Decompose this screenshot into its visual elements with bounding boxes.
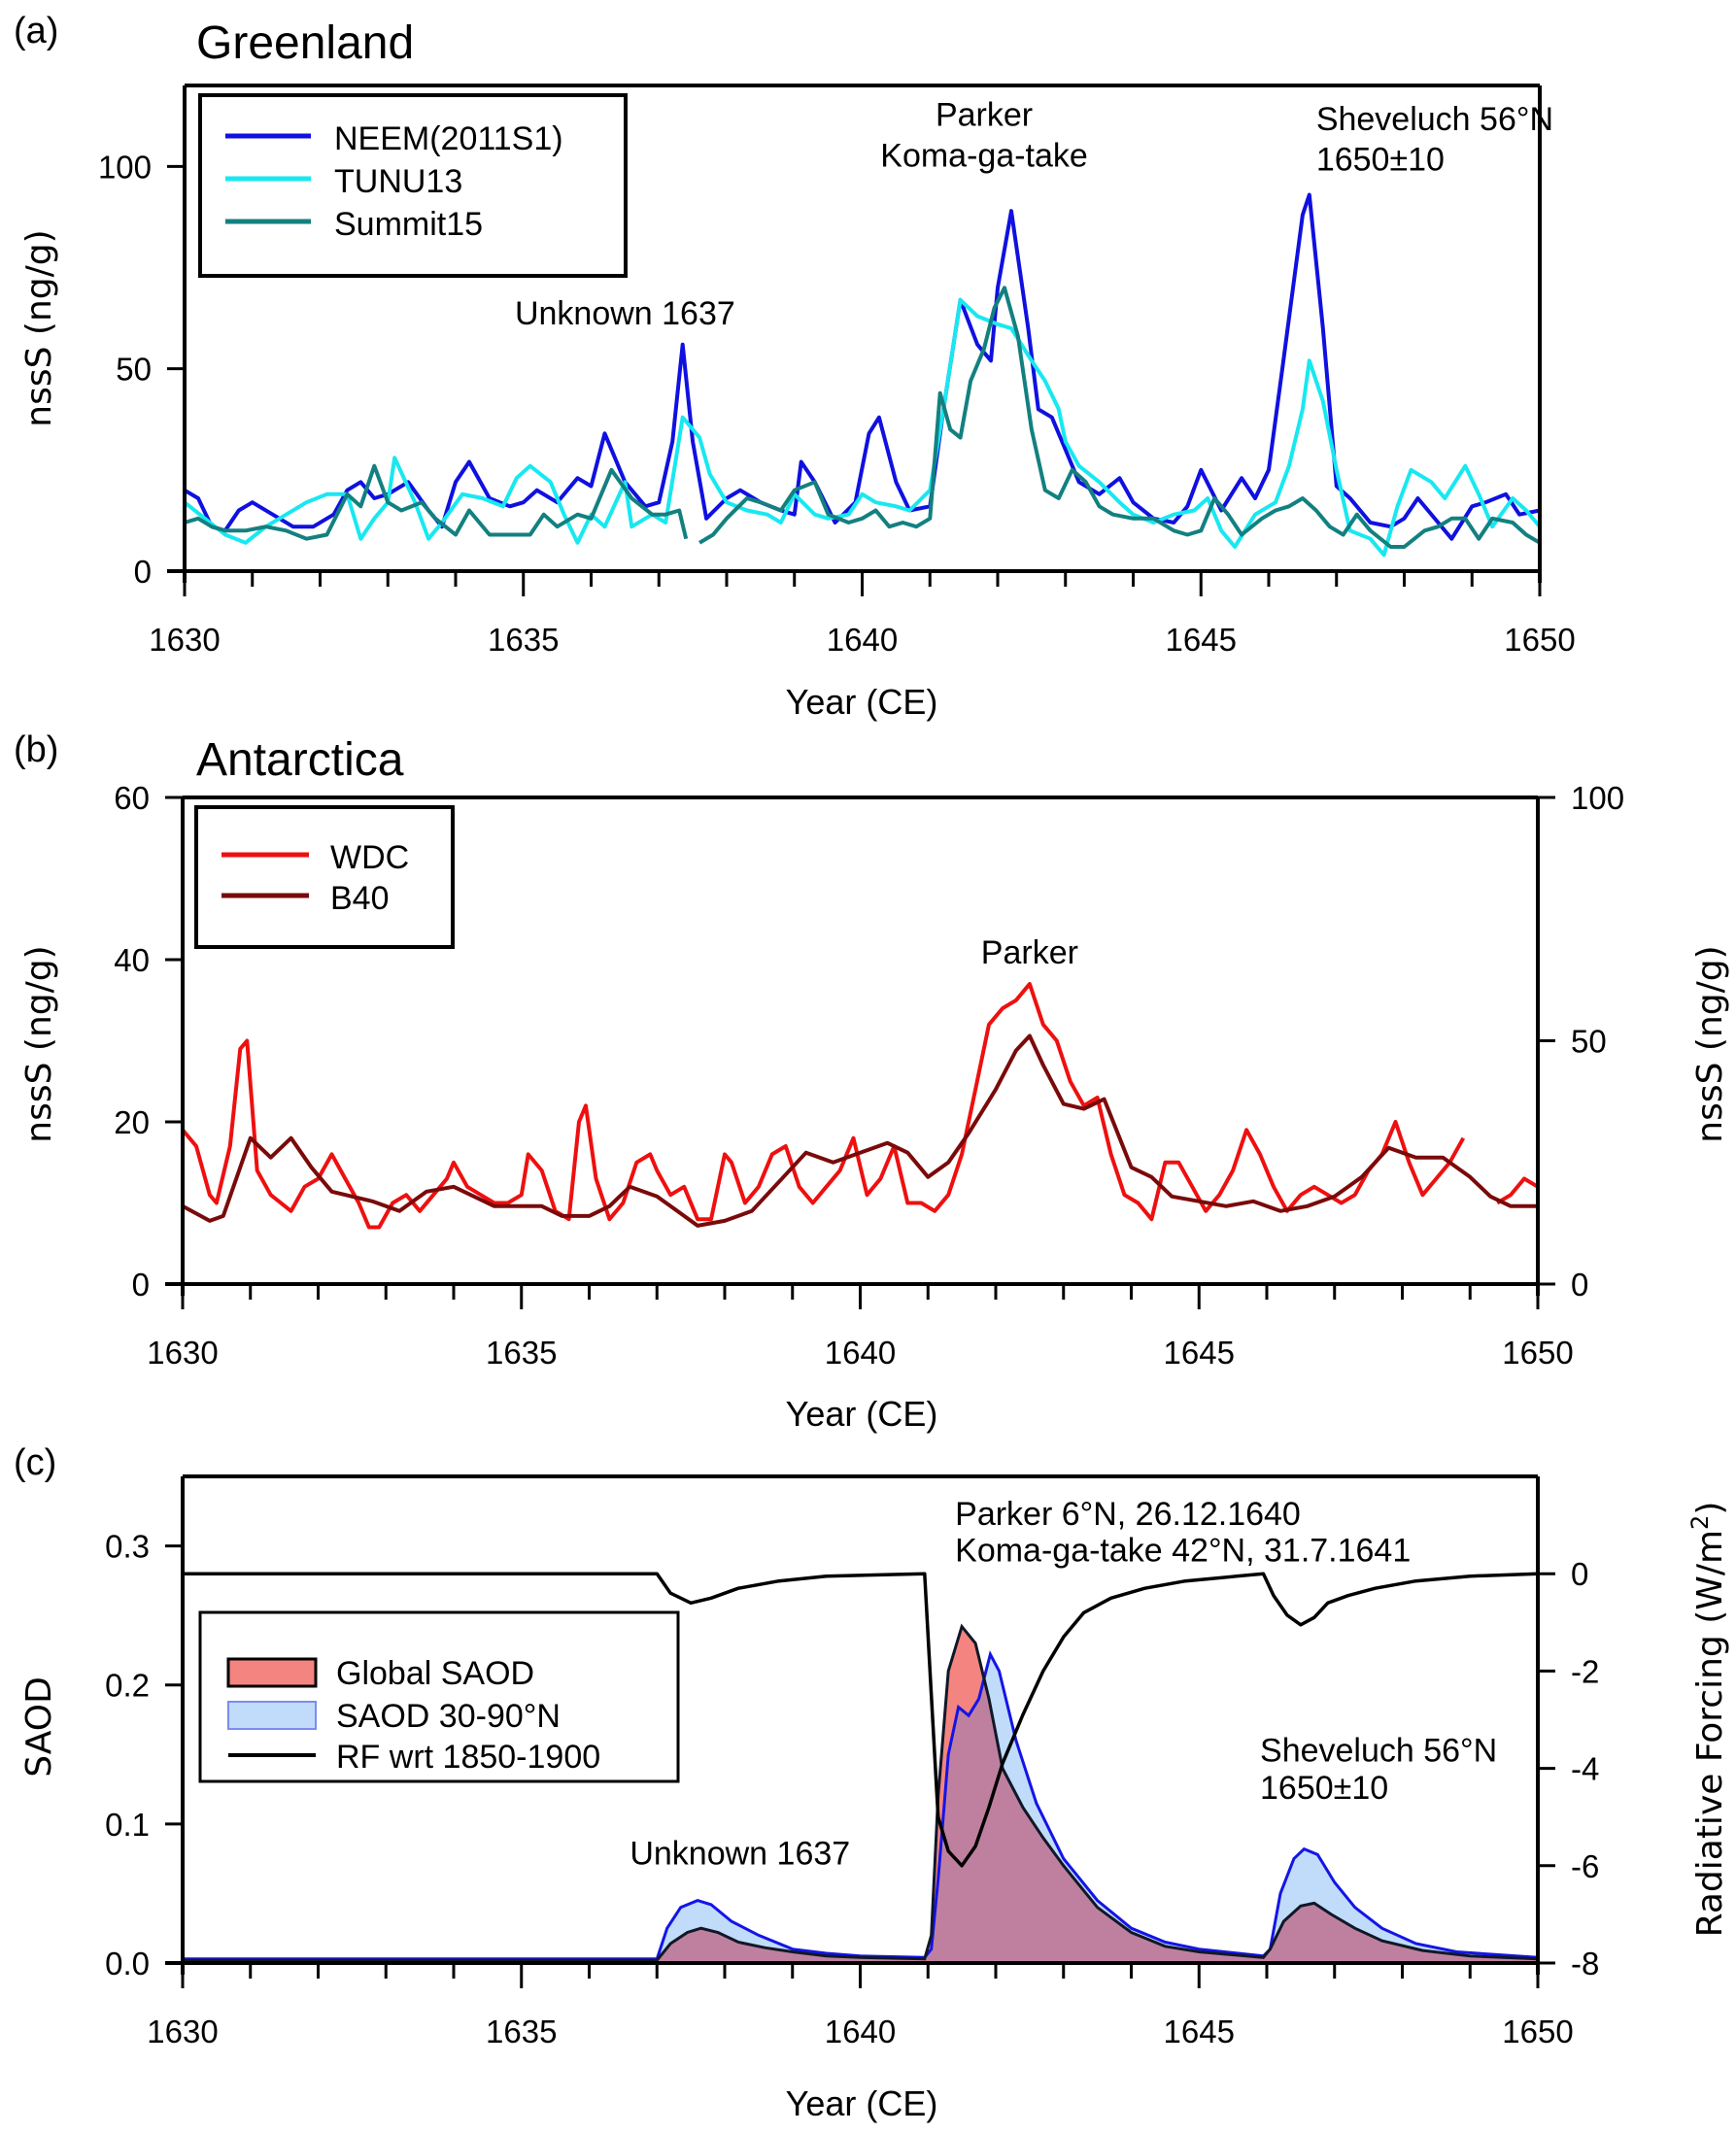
panel-b-letter: (b): [14, 729, 58, 770]
x-tick-label: 1645: [1166, 622, 1237, 658]
outline-saod-30-90-n: [183, 1650, 1539, 1961]
y-tick-label: 0.1: [105, 1807, 150, 1843]
y-tick-label: 20: [114, 1104, 150, 1140]
y-tick-label: 0: [134, 554, 152, 590]
legend-label: Summit15: [334, 206, 483, 243]
y-tick-label: 0.2: [105, 1668, 150, 1704]
x-tick-label: 1635: [486, 2014, 557, 2049]
y-right-tick-label: 0: [1571, 1267, 1588, 1303]
y-right-tick-label: 100: [1571, 780, 1624, 816]
legend-label: SAOD 30-90°N: [336, 1698, 561, 1735]
annotation: Unknown 1637: [515, 295, 735, 332]
legend-label: NEEM(2011S1): [334, 120, 563, 157]
legend-swatch-global-saod: [226, 1657, 318, 1688]
legend-label: WDC: [330, 839, 409, 876]
y-tick-label: 50: [116, 352, 152, 388]
series-summit15: [184, 463, 689, 541]
x-tick-label: 1640: [825, 1335, 896, 1371]
x-tick-label: 1645: [1164, 2014, 1235, 2049]
legend-label: B40: [330, 880, 390, 917]
legend-box: [194, 805, 455, 949]
legend-label: RF wrt 1850-1900: [336, 1739, 600, 1776]
x-tick-label: 1630: [147, 1335, 218, 1371]
annotation: Parker: [936, 97, 1033, 134]
panel-a-letter: (a): [14, 11, 58, 51]
series-rf-wrt-1850-1900: [183, 1572, 1539, 1868]
x-tick-label: 1630: [147, 2014, 218, 2049]
legend-label: Global SAOD: [336, 1655, 534, 1692]
rf-label-sup: 2: [1686, 1515, 1714, 1530]
y-right-tick-label: 0: [1571, 1556, 1588, 1592]
x-tick-label: 1650: [1502, 1335, 1573, 1371]
x-tick-label: 1635: [486, 1335, 557, 1371]
legend-box: [198, 93, 628, 278]
panel-c-plot: 1630 1635 1640 1645 1650 0.0 0.1 0.2 0.3 -8 -6 -4 -2…: [105, 1474, 1599, 2049]
x-tick-label: 1640: [825, 2014, 896, 2049]
annotation: Parker 6°N, 26.12.1640: [955, 1496, 1301, 1533]
y-tick-label: 100: [98, 149, 152, 185]
panel-b-plot: 1630 1635 1640 1645 1650 0 20 40 60 0 50 100 Parker W…: [114, 780, 1624, 1371]
y-right-tick-label: -6: [1571, 1848, 1599, 1884]
annotation: 1650±10: [1316, 142, 1445, 179]
series-tunu13: [183, 297, 1542, 558]
panel-a-plot: 1630 1635 1640 1645 1650 0 50 100 Unknown 1637 Pa…: [98, 84, 1576, 658]
x-tick-label: 1635: [488, 622, 559, 658]
annotation: Sheveluch 56°N: [1260, 1732, 1497, 1769]
panel-c-ylabel-left: SAOD: [19, 1676, 59, 1778]
panel-b-title: Antarctica: [196, 734, 404, 786]
y-tick-label: 0: [132, 1267, 150, 1303]
series-wdc-b: [1496, 1176, 1540, 1205]
y-right-tick-label: -4: [1571, 1751, 1599, 1787]
annotation: 1650±10: [1260, 1770, 1388, 1807]
y-tick-label: 0.0: [105, 1946, 150, 1981]
x-tick-label: 1645: [1164, 1335, 1235, 1371]
annotation: Unknown 1637: [630, 1835, 850, 1872]
panel-b-ylabel-left: nssS (ng/g): [19, 945, 59, 1142]
y-tick-label: 60: [114, 780, 150, 816]
legend-swatch-saod-north: [227, 1701, 317, 1730]
series-neem-2011s1-: [183, 192, 1541, 541]
panel-b-xlabel: Year (CE): [786, 1394, 938, 1434]
y-tick-label: 0.3: [105, 1529, 150, 1565]
panel-b-ylabel-right: nssS (ng/g): [1690, 945, 1730, 1142]
panel-a-title: Greenland: [196, 17, 414, 69]
y-right-tick-label: 50: [1571, 1024, 1607, 1060]
annotation: Parker: [981, 934, 1078, 971]
legend-label: TUNU13: [334, 163, 462, 200]
panel-c-ylabel-right: Radiative Forcing (W/m2): [1686, 1502, 1730, 1938]
annotation: Koma-ga-take 42°N, 31.7.1641: [955, 1532, 1411, 1569]
y-right-tick-label: -8: [1571, 1946, 1599, 1981]
x-tick-label: 1650: [1504, 622, 1575, 658]
panel-a-xlabel: Year (CE): [786, 682, 938, 722]
series-wdc: [181, 982, 1466, 1230]
series-summit15-b: [698, 286, 1542, 549]
x-tick-label: 1650: [1502, 2014, 1573, 2049]
series-b40: [182, 1033, 1538, 1228]
x-tick-label: 1640: [827, 622, 898, 658]
annotation: Sheveluch 56°N: [1316, 101, 1553, 138]
panel-c-letter: (c): [14, 1442, 56, 1483]
x-tick-label: 1630: [149, 622, 220, 658]
rf-label-main: Radiative Forcing (W/m: [1690, 1530, 1730, 1937]
panel-a-ylabel: nssS (ng/g): [19, 229, 59, 426]
y-tick-label: 40: [114, 942, 150, 978]
panel-c-xlabel: Year (CE): [786, 2083, 938, 2123]
y-right-tick-label: -2: [1571, 1653, 1599, 1689]
annotation: Koma-ga-take: [880, 137, 1088, 174]
rf-label-end: ): [1690, 1502, 1730, 1515]
